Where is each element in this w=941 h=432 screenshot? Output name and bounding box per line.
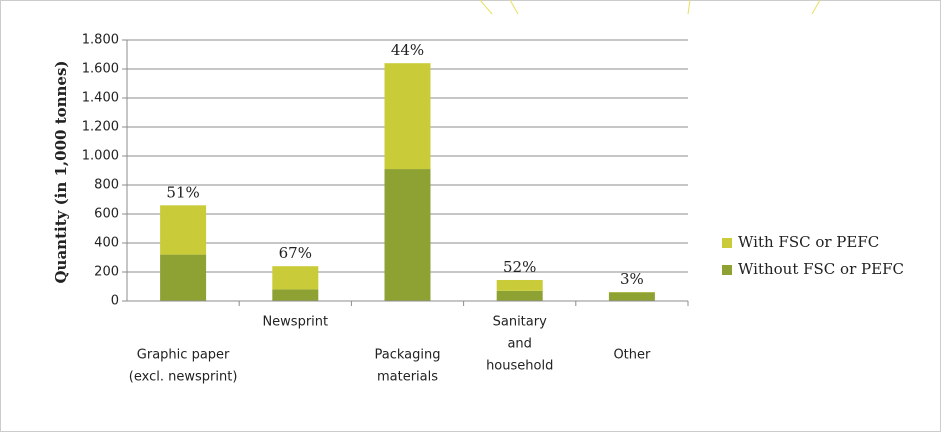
x-tick-label: household <box>486 359 553 374</box>
x-tick-label: materials <box>377 370 438 385</box>
x-tick-label: Other <box>613 348 651 363</box>
bar-segment <box>496 279 543 291</box>
percent-label: 44% <box>391 41 424 59</box>
x-tick-label: Graphic paper <box>137 348 230 363</box>
y-tick-label: 200 <box>94 265 119 280</box>
x-tick-label: Newsprint <box>262 315 328 330</box>
percent-label: 51% <box>166 183 199 201</box>
bar-segment <box>608 292 655 301</box>
legend-label: With FSC or PEFC <box>738 233 879 251</box>
legend-swatch <box>722 265 732 275</box>
x-tick-label: (excl. newsprint) <box>129 370 238 385</box>
y-tick-label: 1.400 <box>82 91 119 106</box>
y-tick-label: 1.800 <box>82 33 119 48</box>
bar-segment <box>272 289 319 301</box>
bar-segment <box>160 254 207 301</box>
y-tick-label: 1.600 <box>82 62 119 77</box>
x-tick-label: Packaging <box>375 348 441 363</box>
x-tick-label: Sanitary <box>493 315 547 330</box>
y-tick-label: 800 <box>94 178 119 193</box>
legend-label: Without FSC or PEFC <box>738 260 904 278</box>
bar-segment <box>384 63 431 170</box>
y-axis-label: Quantity (in 1,000 tonnes) <box>52 60 70 283</box>
percent-label: 52% <box>503 258 536 276</box>
y-tick-label: 600 <box>94 207 119 222</box>
percent-label: 67% <box>279 244 312 262</box>
y-tick-label: 1.000 <box>82 149 119 164</box>
bar-segment <box>384 169 431 301</box>
percent-label: 3% <box>620 270 644 288</box>
bar-segment <box>160 205 207 255</box>
bar-segment <box>272 266 319 290</box>
decoration <box>479 0 821 15</box>
legend-swatch <box>722 238 732 248</box>
y-tick-label: 400 <box>94 236 119 251</box>
y-tick-label: 0 <box>111 294 119 309</box>
x-tick-label: and <box>507 337 531 352</box>
bar-segment <box>496 290 543 301</box>
y-tick-label: 1.200 <box>82 120 119 135</box>
